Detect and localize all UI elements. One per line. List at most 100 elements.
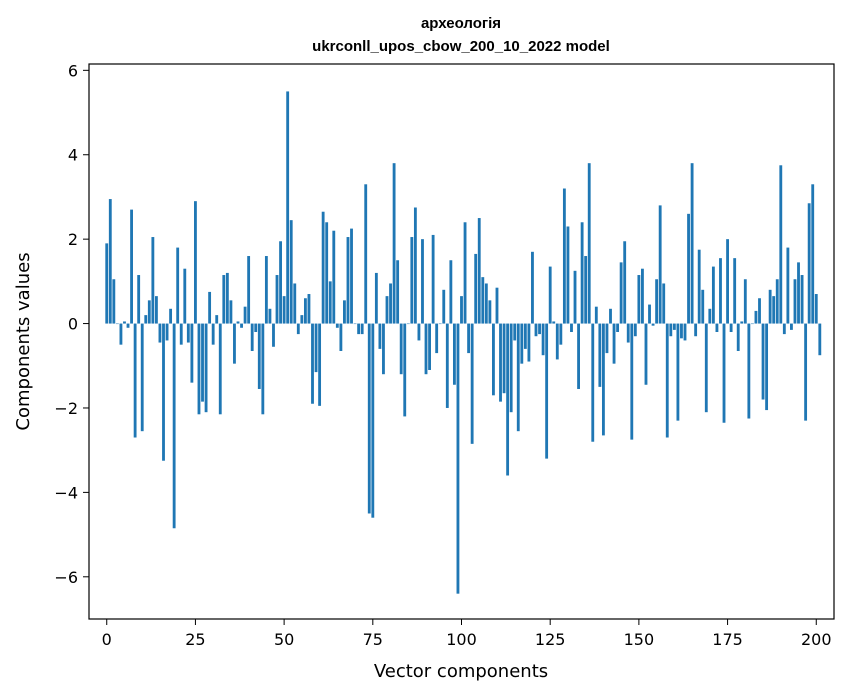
bar-158 <box>665 323 669 438</box>
x-tick-label-1: 25 <box>185 630 205 649</box>
bar-99 <box>456 323 460 594</box>
bar-100 <box>460 296 463 324</box>
bar-138 <box>594 306 598 324</box>
bar-34 <box>225 272 229 324</box>
y-tick-label-2: −2 <box>54 399 78 418</box>
bar-6 <box>126 323 130 328</box>
bar-75 <box>371 323 375 518</box>
bar-12 <box>147 300 151 324</box>
y-tick-label-5: 4 <box>68 146 78 165</box>
bar-18 <box>169 308 173 324</box>
bar-104 <box>474 253 478 324</box>
bar-85 <box>406 323 410 325</box>
bar-123 <box>541 323 545 356</box>
bar-22 <box>183 268 187 324</box>
bar-80 <box>389 283 392 324</box>
bar-38 <box>240 323 243 328</box>
bar-56 <box>303 298 307 324</box>
bar-156 <box>658 205 662 324</box>
plot-frame <box>88 63 835 620</box>
bar-197 <box>804 323 808 421</box>
bar-105 <box>477 218 481 324</box>
bar-181 <box>747 323 751 419</box>
bar-124 <box>545 323 549 459</box>
bar-10 <box>140 323 144 432</box>
bar-182 <box>750 323 754 325</box>
bar-196 <box>800 275 804 324</box>
bar-47 <box>272 323 275 347</box>
bar-126 <box>552 321 556 324</box>
bar-25 <box>194 201 197 324</box>
bar-5 <box>123 321 126 324</box>
bar-201 <box>818 323 822 356</box>
bar-127 <box>555 323 559 360</box>
bar-43 <box>257 323 261 389</box>
x-axis-label: Vector components <box>374 661 548 682</box>
bar-167 <box>697 249 701 324</box>
bar-94 <box>438 323 442 325</box>
bar-120 <box>531 251 534 324</box>
bar-17 <box>165 323 169 341</box>
chart-title-line2: ukrconll_upos_cbow_200_10_2022 model <box>312 38 610 55</box>
bar-1 <box>108 199 112 324</box>
bar-185 <box>761 323 765 400</box>
bar-15 <box>158 323 162 343</box>
bar-67 <box>343 300 346 324</box>
x-tick-label-2: 50 <box>274 630 294 649</box>
bar-165 <box>690 163 694 324</box>
bar-183 <box>754 310 758 324</box>
bar-2 <box>112 279 116 324</box>
bar-130 <box>566 226 570 324</box>
bar-54 <box>296 323 300 335</box>
bar-133 <box>577 323 580 389</box>
bar-32 <box>218 323 222 415</box>
bar-102 <box>467 323 471 354</box>
bar-98 <box>452 323 456 385</box>
bar-8 <box>133 323 137 438</box>
bar-143 <box>612 323 616 364</box>
bar-161 <box>676 323 680 421</box>
bar-139 <box>598 323 602 387</box>
bar-97 <box>449 260 453 324</box>
bar-41 <box>250 323 254 351</box>
bar-64 <box>332 230 336 324</box>
bar-31 <box>215 315 219 324</box>
bar-170 <box>708 308 712 324</box>
bar-199 <box>811 184 815 324</box>
bar-115 <box>513 323 517 341</box>
bar-112 <box>502 323 506 394</box>
bar-148 <box>630 323 634 440</box>
x-tick-label-7: 175 <box>712 630 743 649</box>
bar-166 <box>694 323 698 337</box>
bar-118 <box>523 323 527 349</box>
bar-45 <box>264 256 268 324</box>
bar-131 <box>570 323 573 332</box>
bar-116 <box>516 323 520 432</box>
bar-72 <box>360 323 364 335</box>
bar-27 <box>201 323 204 402</box>
bar-13 <box>151 237 155 324</box>
bar-24 <box>190 323 194 383</box>
bar-57 <box>307 294 311 324</box>
y-tick-label-4: 2 <box>68 230 78 249</box>
bar-145 <box>619 262 623 324</box>
bar-178 <box>736 323 740 351</box>
bar-106 <box>481 277 485 324</box>
bar-0 <box>105 243 109 324</box>
bar-53 <box>293 283 297 324</box>
bar-173 <box>719 258 722 324</box>
bar-50 <box>282 296 286 324</box>
bar-89 <box>421 239 424 324</box>
bar-154 <box>651 323 655 326</box>
bar-21 <box>179 323 183 345</box>
bar-168 <box>701 289 705 324</box>
bar-46 <box>268 308 272 324</box>
bar-190 <box>779 165 783 324</box>
bar-59 <box>314 323 318 373</box>
bar-16 <box>162 323 165 461</box>
bar-35 <box>229 300 233 324</box>
bar-7 <box>130 209 133 324</box>
bar-107 <box>484 283 488 324</box>
bar-137 <box>591 323 595 442</box>
bar-169 <box>704 323 708 413</box>
